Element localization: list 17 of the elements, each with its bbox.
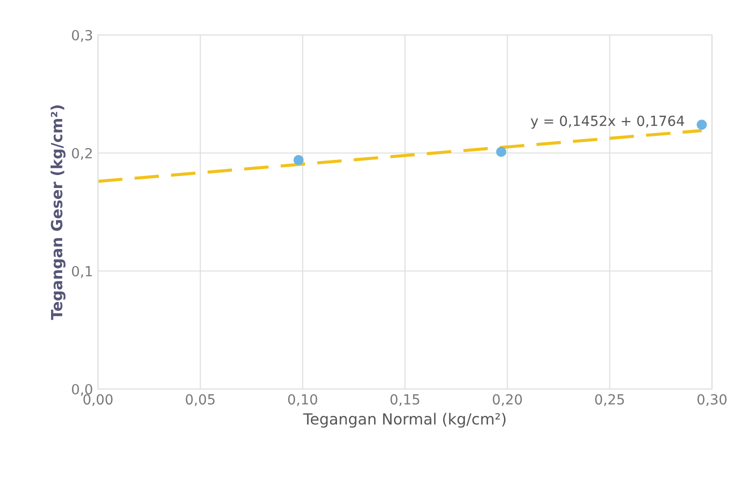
point	[496, 146, 506, 157]
y-tick-label: 0,3	[72, 30, 92, 42]
x-tick-label: 0,15	[390, 394, 420, 406]
x-axis-title: Tegangan Normal (kg/cm²)	[303, 412, 506, 428]
x-tick-label: 0,00	[83, 394, 113, 406]
x-tick-label: 0,20	[492, 394, 522, 406]
x-tick-label: 0,25	[595, 394, 624, 406]
x-tick-label: 0,30	[697, 394, 727, 406]
point	[293, 154, 304, 166]
x-tick-label: 0,05	[186, 394, 215, 406]
x-tick-label: 0,10	[288, 394, 318, 406]
y-tick-label: 0,0	[72, 384, 92, 396]
y-tick-label: 0,2	[72, 148, 92, 160]
y-tick-label: 0,1	[72, 266, 92, 278]
point	[696, 120, 707, 130]
annotation: y = 0,1452x + 0,1764	[530, 116, 684, 129]
y-axis-title: Tegangan Geser (kg/cm²)	[50, 105, 66, 320]
